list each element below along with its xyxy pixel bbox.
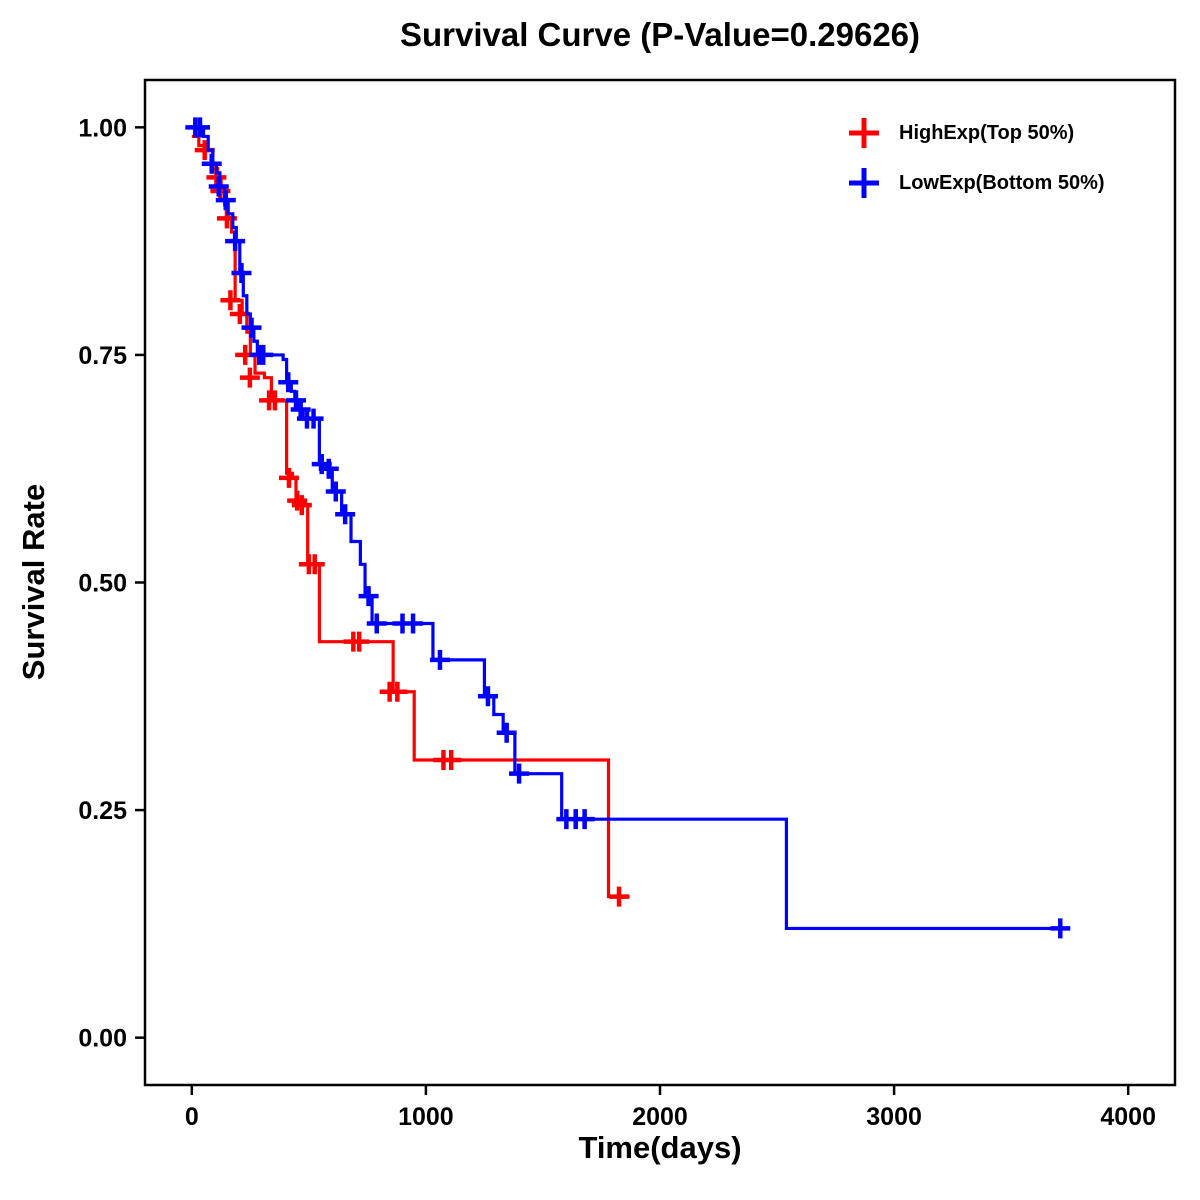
x-tick-label: 2000 xyxy=(632,1103,688,1131)
legend: HighExp(Top 50%) LowExp(Bottom 50%) xyxy=(845,116,1105,200)
legend-label-lowexp: LowExp(Bottom 50%) xyxy=(899,171,1105,194)
y-axis-title: Survival Rate xyxy=(16,483,51,681)
x-tick-label: 0 xyxy=(185,1103,199,1131)
y-tick-label: 0.25 xyxy=(78,797,127,825)
red-plus-marker-icon xyxy=(849,118,879,148)
series-censor-marks-1 xyxy=(185,117,1071,939)
x-tick-label: 3000 xyxy=(866,1103,922,1131)
x-tick-label: 1000 xyxy=(398,1103,454,1131)
x-tick-label: 4000 xyxy=(1100,1103,1156,1131)
legend-label-highexp: HighExp(Top 50%) xyxy=(899,121,1075,144)
chart-title: Survival Curve (P-Value=0.29626) xyxy=(399,16,921,53)
y-tick-label: 0.00 xyxy=(78,1025,127,1053)
series-line-0 xyxy=(191,134,630,899)
legend-item-highexp: HighExp(Top 50%) xyxy=(845,116,1105,150)
y-tick-label: 0.50 xyxy=(78,570,127,598)
series-censor-marks-0 xyxy=(194,140,630,907)
legend-item-lowexp: LowExp(Bottom 50%) xyxy=(845,166,1105,200)
blue-plus-marker-icon xyxy=(849,168,879,198)
y-tick-label: 0.75 xyxy=(78,342,127,370)
x-axis-title: Time(days) xyxy=(578,1130,742,1165)
plot-border xyxy=(143,78,1177,1087)
series-line-1 xyxy=(191,125,1063,931)
y-tick-label: 1.00 xyxy=(78,114,127,142)
